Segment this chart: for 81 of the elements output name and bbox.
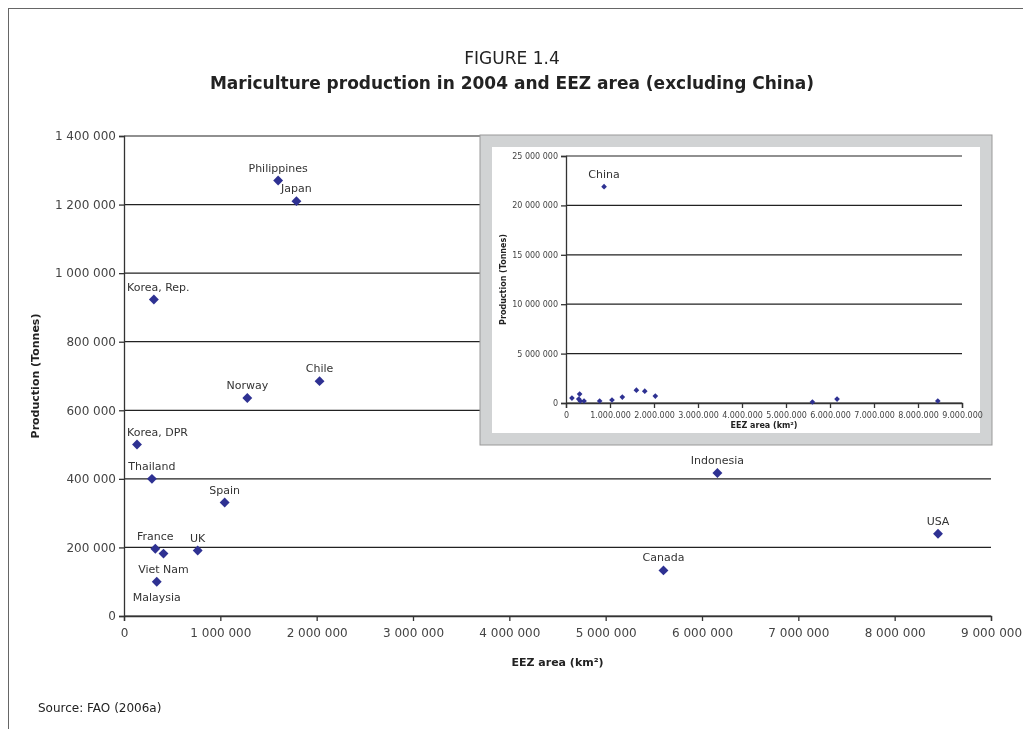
y-tick-label: 800 000 xyxy=(66,335,116,350)
point xyxy=(273,175,284,186)
y-tick-label: 200 000 xyxy=(66,540,116,555)
annotation: Malaysia xyxy=(132,590,181,604)
y-tick-label: 20 000 000 xyxy=(512,201,558,211)
point xyxy=(148,294,159,305)
annotation: Thailand xyxy=(127,459,176,473)
annotation: France xyxy=(137,529,174,543)
y-tick-label: 15 000 000 xyxy=(512,250,558,260)
x-tick-label: 5 000 000 xyxy=(575,626,637,641)
chart-title: FIGURE 1.4 xyxy=(464,48,560,68)
annotation: Viet Nam xyxy=(138,562,189,576)
y-axis-title: Production (Tonnes) xyxy=(29,313,42,439)
x-tick-label: 5.000.000 xyxy=(766,411,807,421)
point xyxy=(712,468,723,478)
point xyxy=(132,439,142,450)
y-axis-title: Production (Tonnes) xyxy=(499,234,508,325)
point xyxy=(151,576,162,587)
annotation: Spain xyxy=(209,483,241,497)
x-tick-label: 8 000 000 xyxy=(864,626,926,641)
x-tick-label: 6.000.000 xyxy=(810,411,851,421)
x-tick-label: 9 000 000 xyxy=(960,626,1023,641)
x-tick-label: 1 000 000 xyxy=(190,626,252,641)
point xyxy=(146,473,157,484)
annotation: Philippines xyxy=(248,161,309,175)
annotation: UK xyxy=(190,531,207,545)
point xyxy=(596,398,603,404)
y-tick-label: 0 xyxy=(552,399,558,409)
point xyxy=(242,392,253,403)
annotation: Japan xyxy=(280,182,312,196)
y-tick-label: 10 000 000 xyxy=(512,300,558,310)
x-tick-label: 7 000 000 xyxy=(768,626,830,641)
x-tick-label: 7.000.000 xyxy=(854,411,895,421)
point xyxy=(150,543,161,554)
x-tick-label: 8.000.000 xyxy=(898,411,939,421)
annotation: Korea, Rep. xyxy=(127,280,190,294)
y-tick-label: 1 400 000 xyxy=(54,129,116,144)
annotation: Chile xyxy=(305,362,334,376)
y-tick-label: 1 000 000 xyxy=(54,266,116,281)
x-tick-label: 3.000.000 xyxy=(678,411,719,421)
x-tick-label: 0 xyxy=(563,411,570,421)
y-tick-label: 25 000 000 xyxy=(512,152,558,162)
chart-subtitle: Mariculture production in 2004 and EEZ area (excluding China) xyxy=(209,73,815,93)
point xyxy=(192,545,203,556)
point xyxy=(601,183,607,190)
source-note: Source: FAO (2006a) xyxy=(38,701,162,715)
point xyxy=(652,393,659,399)
point xyxy=(619,394,626,400)
annotation: Norway xyxy=(226,378,269,392)
annotation: Indonesia xyxy=(690,454,745,468)
point xyxy=(641,388,648,394)
y-tick-label: 400 000 xyxy=(66,472,116,487)
x-tick-label: 6 000 000 xyxy=(671,626,734,641)
annotation: Korea, DPR xyxy=(127,425,189,439)
x-tick-label: 9.000.000 xyxy=(942,411,983,421)
annotation: Canada xyxy=(642,551,685,565)
x-tick-label: 2.000.000 xyxy=(634,411,675,421)
y-tick-label: 600 000 xyxy=(66,403,116,418)
x-tick-label: 4 000 000 xyxy=(479,626,541,641)
x-tick-label: 2 000 000 xyxy=(286,626,348,641)
point xyxy=(158,548,169,559)
point xyxy=(933,528,943,539)
point xyxy=(658,565,669,576)
annotation: USA xyxy=(926,514,950,528)
x-tick-label: 4.000.000 xyxy=(722,411,763,421)
point xyxy=(219,497,230,508)
annotation: China xyxy=(588,167,620,181)
y-tick-label: 0 xyxy=(108,609,116,624)
point xyxy=(576,391,583,397)
point xyxy=(809,399,816,405)
x-tick-label: 1.000.000 xyxy=(590,411,631,421)
point xyxy=(291,196,302,207)
y-tick-label: 1 200 000 xyxy=(54,197,116,212)
x-axis-title: EEZ area (km²) xyxy=(511,656,604,669)
point xyxy=(633,387,640,393)
x-axis-title: EEZ area (km²) xyxy=(730,421,798,430)
y-tick-label: 5 000 000 xyxy=(517,349,558,359)
x-tick-label: 0 xyxy=(120,626,129,641)
point xyxy=(314,376,325,387)
point xyxy=(934,398,941,404)
x-tick-label: 3 000 000 xyxy=(382,626,445,641)
